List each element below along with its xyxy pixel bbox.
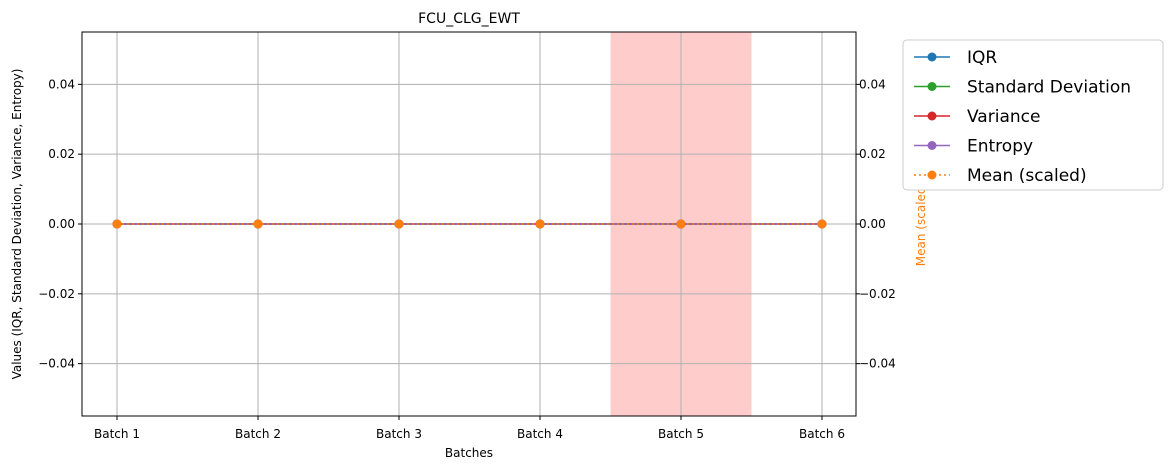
x-tick-label: Batch 1 (94, 427, 140, 441)
y-tick-label: −0.02 (38, 287, 75, 301)
y-axis-label: Values (IQR, Standard Deviation, Varianc… (10, 69, 24, 380)
legend-label: Standard Deviation (967, 78, 1131, 98)
legend-box (902, 39, 1164, 191)
legend-label: Mean (scaled) (967, 166, 1087, 186)
y-tick-label: −0.04 (38, 357, 75, 371)
y-right-tick-label: 0.04 (859, 77, 886, 91)
legend-marker (927, 82, 937, 91)
chart-title: FCU_CLG_EWT (418, 11, 520, 27)
y-tick-label: 0.02 (48, 147, 75, 161)
data-point (253, 219, 263, 229)
y-axis-right-label: Mean (scaled) (914, 182, 928, 266)
y-right-tick-label: 0.00 (859, 217, 886, 231)
data-point (112, 219, 122, 229)
legend-label: Variance (967, 107, 1040, 127)
x-tick-label: Batch 6 (799, 427, 845, 441)
data-point (676, 219, 686, 229)
y-right-tick-label: −0.02 (859, 287, 896, 301)
x-tick-label: Batch 5 (658, 427, 704, 441)
y-axis-left-ticks: −0.04 −0.02 0.00 0.02 0.04 (38, 77, 82, 371)
y-tick-label: 0.04 (48, 77, 75, 91)
legend-label: Entropy (967, 137, 1033, 157)
legend-marker (927, 111, 937, 121)
data-point (817, 219, 827, 229)
legend-marker (927, 141, 937, 150)
legend: IQR Standard Deviation Variance Entropy Mean… (902, 39, 1164, 191)
legend-marker (927, 170, 937, 180)
legend-label: IQR (967, 48, 997, 68)
series-lines (112, 219, 827, 229)
y-axis-right-ticks: −0.04 −0.02 0.00 0.02 0.04 (856, 77, 896, 371)
x-tick-label: Batch 4 (517, 427, 563, 441)
x-axis-label: Batches (445, 446, 493, 460)
x-tick-label: Batch 2 (235, 427, 281, 441)
legend-marker (927, 52, 937, 62)
x-axis-ticks: Batch 1 Batch 2 Batch 3 Batch 4 Batch 5 Batch… (94, 416, 845, 441)
y-right-tick-label: 0.02 (859, 147, 886, 161)
data-point (394, 219, 404, 229)
x-tick-label: Batch 3 (376, 427, 422, 441)
y-tick-label: 0.00 (48, 217, 75, 231)
data-point (535, 219, 545, 229)
y-right-tick-label: −0.04 (859, 357, 896, 371)
